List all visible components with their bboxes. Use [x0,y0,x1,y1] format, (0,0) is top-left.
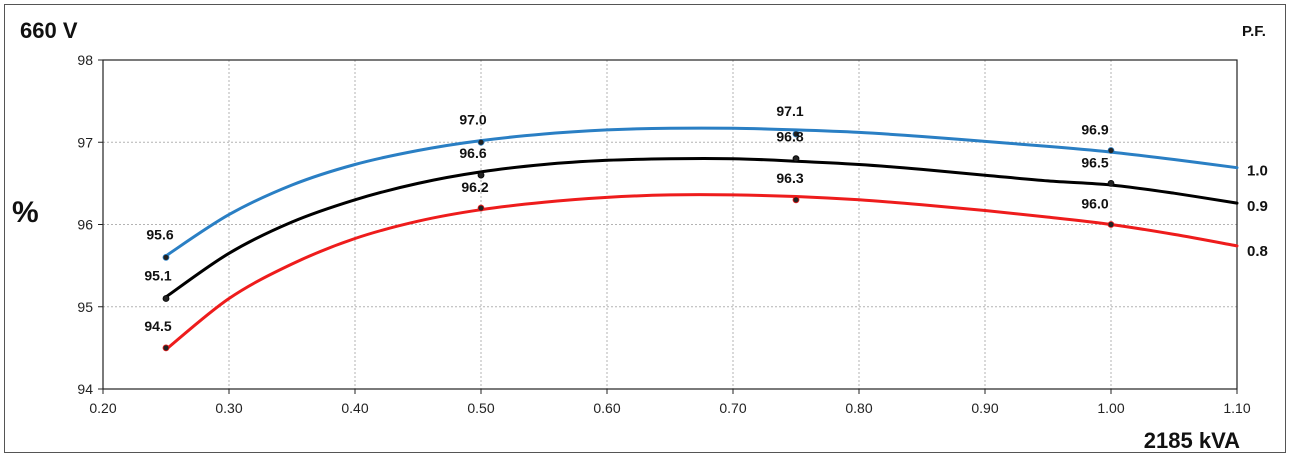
y-tick-label: 94 [77,381,93,397]
plot-background [103,60,1237,389]
data-label: 96.5 [1081,154,1108,170]
y-axis-label: % [12,196,39,229]
data-label: 96.9 [1081,121,1108,137]
x-tick-label: 0.50 [467,400,494,416]
legend-title: P.F. [1242,23,1266,40]
data-label: 97.1 [776,103,803,119]
data-point [1107,147,1115,154]
legend-entry-pf-0-9: 0.9 [1247,198,1268,215]
data-label: 95.1 [144,268,171,284]
data-point [477,138,485,146]
x-tick-label: 0.20 [89,400,116,416]
data-point [1107,221,1115,228]
data-point [792,155,800,163]
data-label: 96.3 [776,170,803,186]
series-line-pf-1-0 [164,126,1239,258]
series-line-pf-0-9 [164,156,1239,299]
y-tick-label: 98 [77,52,93,68]
data-point [162,344,170,352]
data-point [162,253,170,261]
legend-entry-pf-1-0: 1.0 [1247,163,1268,180]
data-point [477,171,485,179]
data-point [162,295,170,302]
x-tick-label: 1.10 [1223,400,1250,416]
data-label: 96.0 [1081,196,1108,212]
plot-area: 0.20 0.30 0.40 0.50 0.60 0.70 0.80 0.90 1.00 1.10… [77,52,1267,416]
x-axis-label: 2185 kVA [1144,428,1240,453]
data-label: 96.6 [459,145,486,161]
x-tick-label: 0.30 [215,400,242,416]
data-label: 96.8 [776,129,803,145]
data-label: 94.5 [144,318,171,334]
y-tick-label: 95 [77,299,93,315]
data-point [1107,179,1115,187]
y-tick-label: 97 [77,134,93,150]
x-tick-label: 0.60 [593,400,620,416]
data-point [477,204,485,212]
x-tick-label: 0.40 [341,400,368,416]
legend-entry-pf-0-8: 0.8 [1247,243,1268,260]
data-label: 96.2 [461,179,488,195]
x-tick-label: 0.70 [719,400,746,416]
data-point [792,196,800,204]
chart-title: 660 V [20,18,78,43]
x-tick-label: 0.90 [971,400,998,416]
x-tick-label: 1.00 [1097,400,1124,416]
data-label: 95.6 [146,226,173,242]
x-tick-label: 0.80 [845,400,872,416]
data-point [792,130,800,138]
series-line-pf-0-8 [164,193,1239,351]
y-tick-label: 96 [77,217,93,233]
data-label: 97.0 [459,111,486,127]
